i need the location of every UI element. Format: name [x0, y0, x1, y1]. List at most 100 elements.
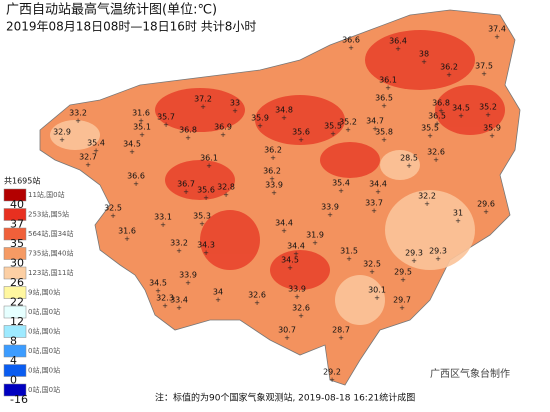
station-value: 37.5: [475, 62, 493, 71]
legend-swatch: [3, 188, 27, 202]
station-marker: +: [281, 114, 287, 122]
station-value: 35.6: [197, 186, 215, 195]
station-value: 30.1: [368, 286, 386, 295]
station-marker: +: [93, 147, 99, 155]
station-value: 37.4: [488, 25, 506, 34]
station-marker: +: [372, 125, 378, 133]
station-value: 36.6: [127, 172, 145, 181]
station-value: 32.6: [292, 304, 310, 313]
station-marker: +: [294, 293, 300, 301]
station-value: 35.2: [339, 118, 357, 127]
legend-swatch: [3, 286, 27, 299]
station-value: 36.8: [179, 126, 197, 135]
station-marker: +: [124, 235, 130, 243]
station-marker: +: [381, 136, 387, 144]
station-marker: +: [281, 227, 287, 235]
station-value: 34.4: [275, 219, 293, 228]
station-marker: +: [220, 131, 226, 139]
legend-threshold: 35: [10, 237, 24, 250]
station-marker: +: [287, 264, 293, 272]
station-marker: +: [329, 376, 335, 384]
legend-count: 123站,国11站: [28, 268, 74, 277]
legend-swatch: [3, 344, 27, 358]
station-marker: +: [257, 122, 263, 130]
station-value: 36.8: [432, 99, 450, 108]
station-value: 29.3: [429, 247, 447, 256]
station-value: 34: [213, 288, 223, 297]
legend-threshold: 0: [10, 374, 17, 387]
station-value: 36.2: [264, 146, 282, 155]
station-value: 34.5: [281, 256, 299, 265]
station-value: 32.6: [427, 148, 445, 157]
station-marker: +: [435, 255, 441, 263]
station-marker: +: [203, 249, 209, 257]
station-marker: +: [138, 117, 144, 125]
station-marker: +: [483, 208, 489, 216]
station-marker: +: [327, 211, 333, 219]
station-marker: +: [293, 250, 299, 258]
station-marker: +: [346, 255, 352, 263]
station-value: 34.5: [149, 279, 167, 288]
station-value: 37.2: [194, 95, 212, 104]
station-marker: +: [160, 221, 166, 229]
station-marker: +: [223, 191, 229, 199]
station-value: 32.5: [104, 204, 122, 213]
station-marker: +: [446, 71, 452, 79]
legend-threshold: 22: [10, 296, 24, 309]
station-value: 35.9: [483, 124, 501, 133]
station-marker: +: [424, 200, 430, 208]
station-marker: +: [129, 148, 135, 156]
station-value: 28.5: [400, 154, 418, 163]
station-value: 29.7: [393, 296, 411, 305]
station-marker: +: [458, 112, 464, 120]
station-value: 36.7: [177, 180, 195, 189]
station-marker: +: [369, 268, 375, 276]
legend-count: 0站,国0站: [28, 385, 60, 394]
station-marker: +: [298, 136, 304, 144]
station-marker: +: [338, 334, 344, 342]
legend-threshold: 4: [10, 354, 17, 367]
station-marker: +: [298, 312, 304, 320]
station-marker: +: [489, 132, 495, 140]
station-value: 36.5: [375, 94, 393, 103]
station-marker: +: [110, 212, 116, 220]
station-marker: +: [133, 180, 139, 188]
legend-swatch: [3, 208, 27, 221]
cool-areas: [50, 120, 475, 325]
legend-count: 253站,国5站: [28, 210, 69, 219]
legend-threshold: 8: [10, 335, 17, 348]
station-value: 33.4: [170, 296, 188, 305]
station-value: 35.5: [324, 122, 342, 131]
station-marker: +: [455, 217, 461, 225]
station-value: 33: [230, 99, 240, 108]
station-marker: +: [375, 188, 381, 196]
station-marker: +: [59, 136, 65, 144]
station-value: 33.2: [69, 109, 87, 118]
station-value: 36.2: [263, 167, 281, 176]
station-marker: +: [85, 161, 91, 169]
station-value: 35.4: [332, 179, 350, 188]
legend-swatch: [3, 266, 27, 280]
legend-swatch: [3, 383, 27, 397]
station-value: 31.6: [118, 227, 136, 236]
legend-threshold: 30: [10, 257, 24, 270]
station-value: 29.3: [405, 249, 423, 258]
station-value: 33.9: [179, 271, 197, 280]
station-value: 29.5: [394, 268, 412, 277]
station-marker: +: [75, 117, 81, 125]
station-marker: +: [183, 188, 189, 196]
station-value: 34.5: [123, 140, 141, 149]
station-marker: +: [481, 70, 487, 78]
legend-count: 0站,国0站: [28, 366, 60, 375]
station-marker: +: [385, 84, 391, 92]
station-value: 33.7: [365, 199, 383, 208]
legend-swatch: [3, 247, 27, 260]
station-marker: +: [348, 44, 354, 52]
station-value: 34.7: [366, 117, 384, 126]
credit: 广西区气象台制作: [430, 367, 510, 380]
station-marker: +: [269, 175, 275, 183]
footer-note: 注：标值的为90个国家气象观测站, 2019-08-18 16:21统计成图: [155, 392, 415, 404]
station-marker: +: [406, 162, 412, 170]
legend: 11站,国0站40253站,国5站37564站,国34站35735站,国40站3…: [3, 188, 74, 406]
